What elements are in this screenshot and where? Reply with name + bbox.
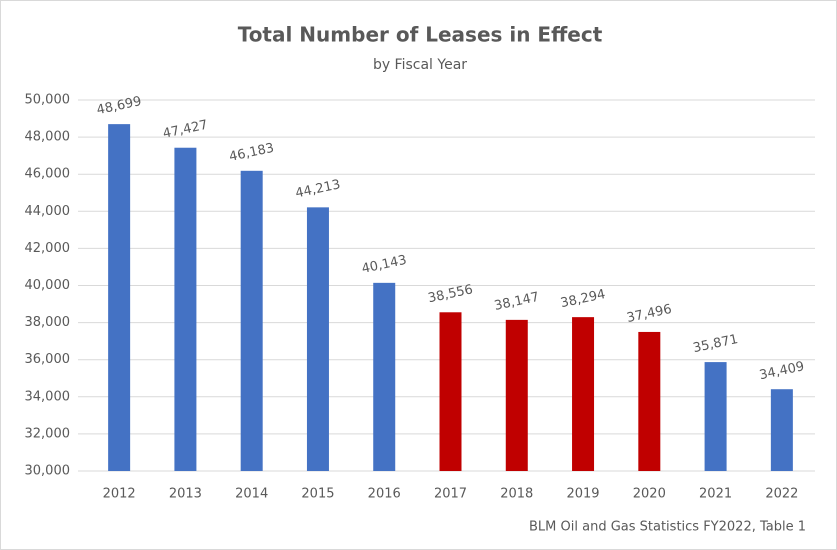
bar [770,389,793,471]
x-tick-label: 2021 [699,487,732,502]
bar [439,312,462,471]
x-tick-label: 2015 [301,487,334,502]
x-tick-label: 2019 [566,487,599,502]
y-tick-label: 46,000 [25,167,71,182]
bar [240,170,263,471]
bar [108,124,131,472]
bar [572,317,595,471]
chart-title: Total Number of Leases in Effect [238,23,603,47]
y-tick-label: 42,000 [25,241,71,256]
y-tick-label: 36,000 [25,352,71,367]
source-note: BLM Oil and Gas Statistics FY2022, Table… [529,520,806,535]
x-tick-label: 2017 [434,487,467,502]
y-tick-label: 34,000 [25,389,71,404]
x-tick-label: 2014 [235,487,268,502]
bar [373,282,396,471]
bar [638,331,661,471]
y-tick-label: 32,000 [25,426,71,441]
x-tick-label: 2022 [765,487,798,502]
x-tick-label: 2020 [633,487,666,502]
bar [174,147,197,471]
bar [505,319,528,471]
bar [306,207,329,471]
y-tick-label: 38,000 [25,315,71,330]
x-tick-label: 2013 [169,487,202,502]
x-tick-label: 2016 [368,487,401,502]
y-tick-label: 40,000 [25,278,71,293]
y-tick-label: 30,000 [25,464,71,479]
y-tick-label: 48,000 [25,130,71,145]
bar [704,362,727,471]
x-tick-label: 2018 [500,487,533,502]
y-tick-label: 50,000 [25,93,71,108]
y-tick-label: 44,000 [25,204,71,219]
x-tick-label: 2012 [103,487,136,502]
chart-subtitle: by Fiscal Year [373,57,467,73]
